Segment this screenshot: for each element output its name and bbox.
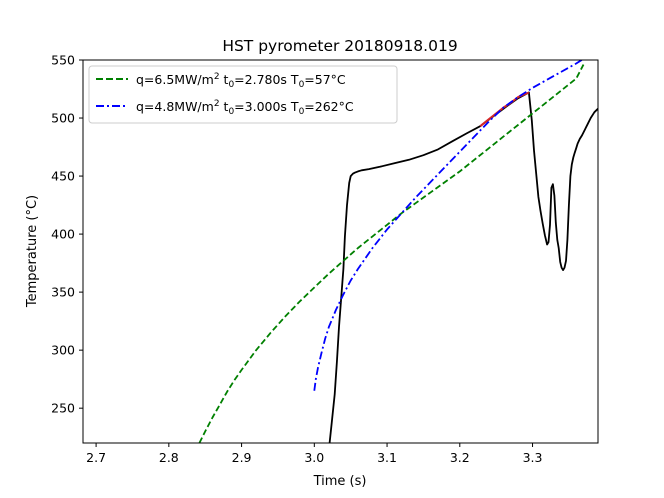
y-tick-label: 400 (51, 227, 75, 242)
legend-label-2: q=4.8MW/m2 t0=3.000s T0=262°C (136, 99, 354, 117)
y-tick-label: 450 (51, 169, 75, 184)
x-tick-label: 3.2 (450, 450, 470, 465)
y-tick-label: 250 (51, 401, 75, 416)
series-layer (198, 60, 598, 443)
legend-label-1: q=6.5MW/m2 t0=2.780s T0=57°C (136, 72, 346, 90)
y-tick-label: 300 (51, 343, 75, 358)
y-tick-label: 500 (51, 111, 75, 126)
y-tick-label: 550 (51, 53, 75, 68)
x-tick-label: 3.1 (377, 450, 397, 465)
series-measured (328, 91, 598, 443)
series-model_2 (313, 60, 584, 391)
y-axis-label: Temperature (°C) (25, 195, 40, 308)
x-tick-label: 2.8 (159, 450, 179, 465)
plot-frame (82, 59, 599, 444)
x-tick-label: 2.9 (232, 450, 252, 465)
x-axis: 2.7 2.8 2.9 3.0 3.1 3.2 3.3 (86, 443, 542, 465)
x-tick-label: 3.3 (523, 450, 543, 465)
legend: q=6.5MW/m2 t0=2.780s T0=57°C q=4.8MW/m2 … (88, 65, 398, 124)
chart-title: HST pyrometer 20180918.019 (222, 37, 457, 55)
x-tick-label: 2.7 (86, 450, 106, 465)
y-axis: 250 300 350 400 450 500 550 (51, 53, 83, 416)
y-tick-label: 350 (51, 285, 75, 300)
legend-box (88, 65, 398, 124)
series-model_1 (198, 64, 585, 443)
x-axis-label: Time (s) (313, 474, 367, 489)
x-tick-label: 3.0 (304, 450, 324, 465)
